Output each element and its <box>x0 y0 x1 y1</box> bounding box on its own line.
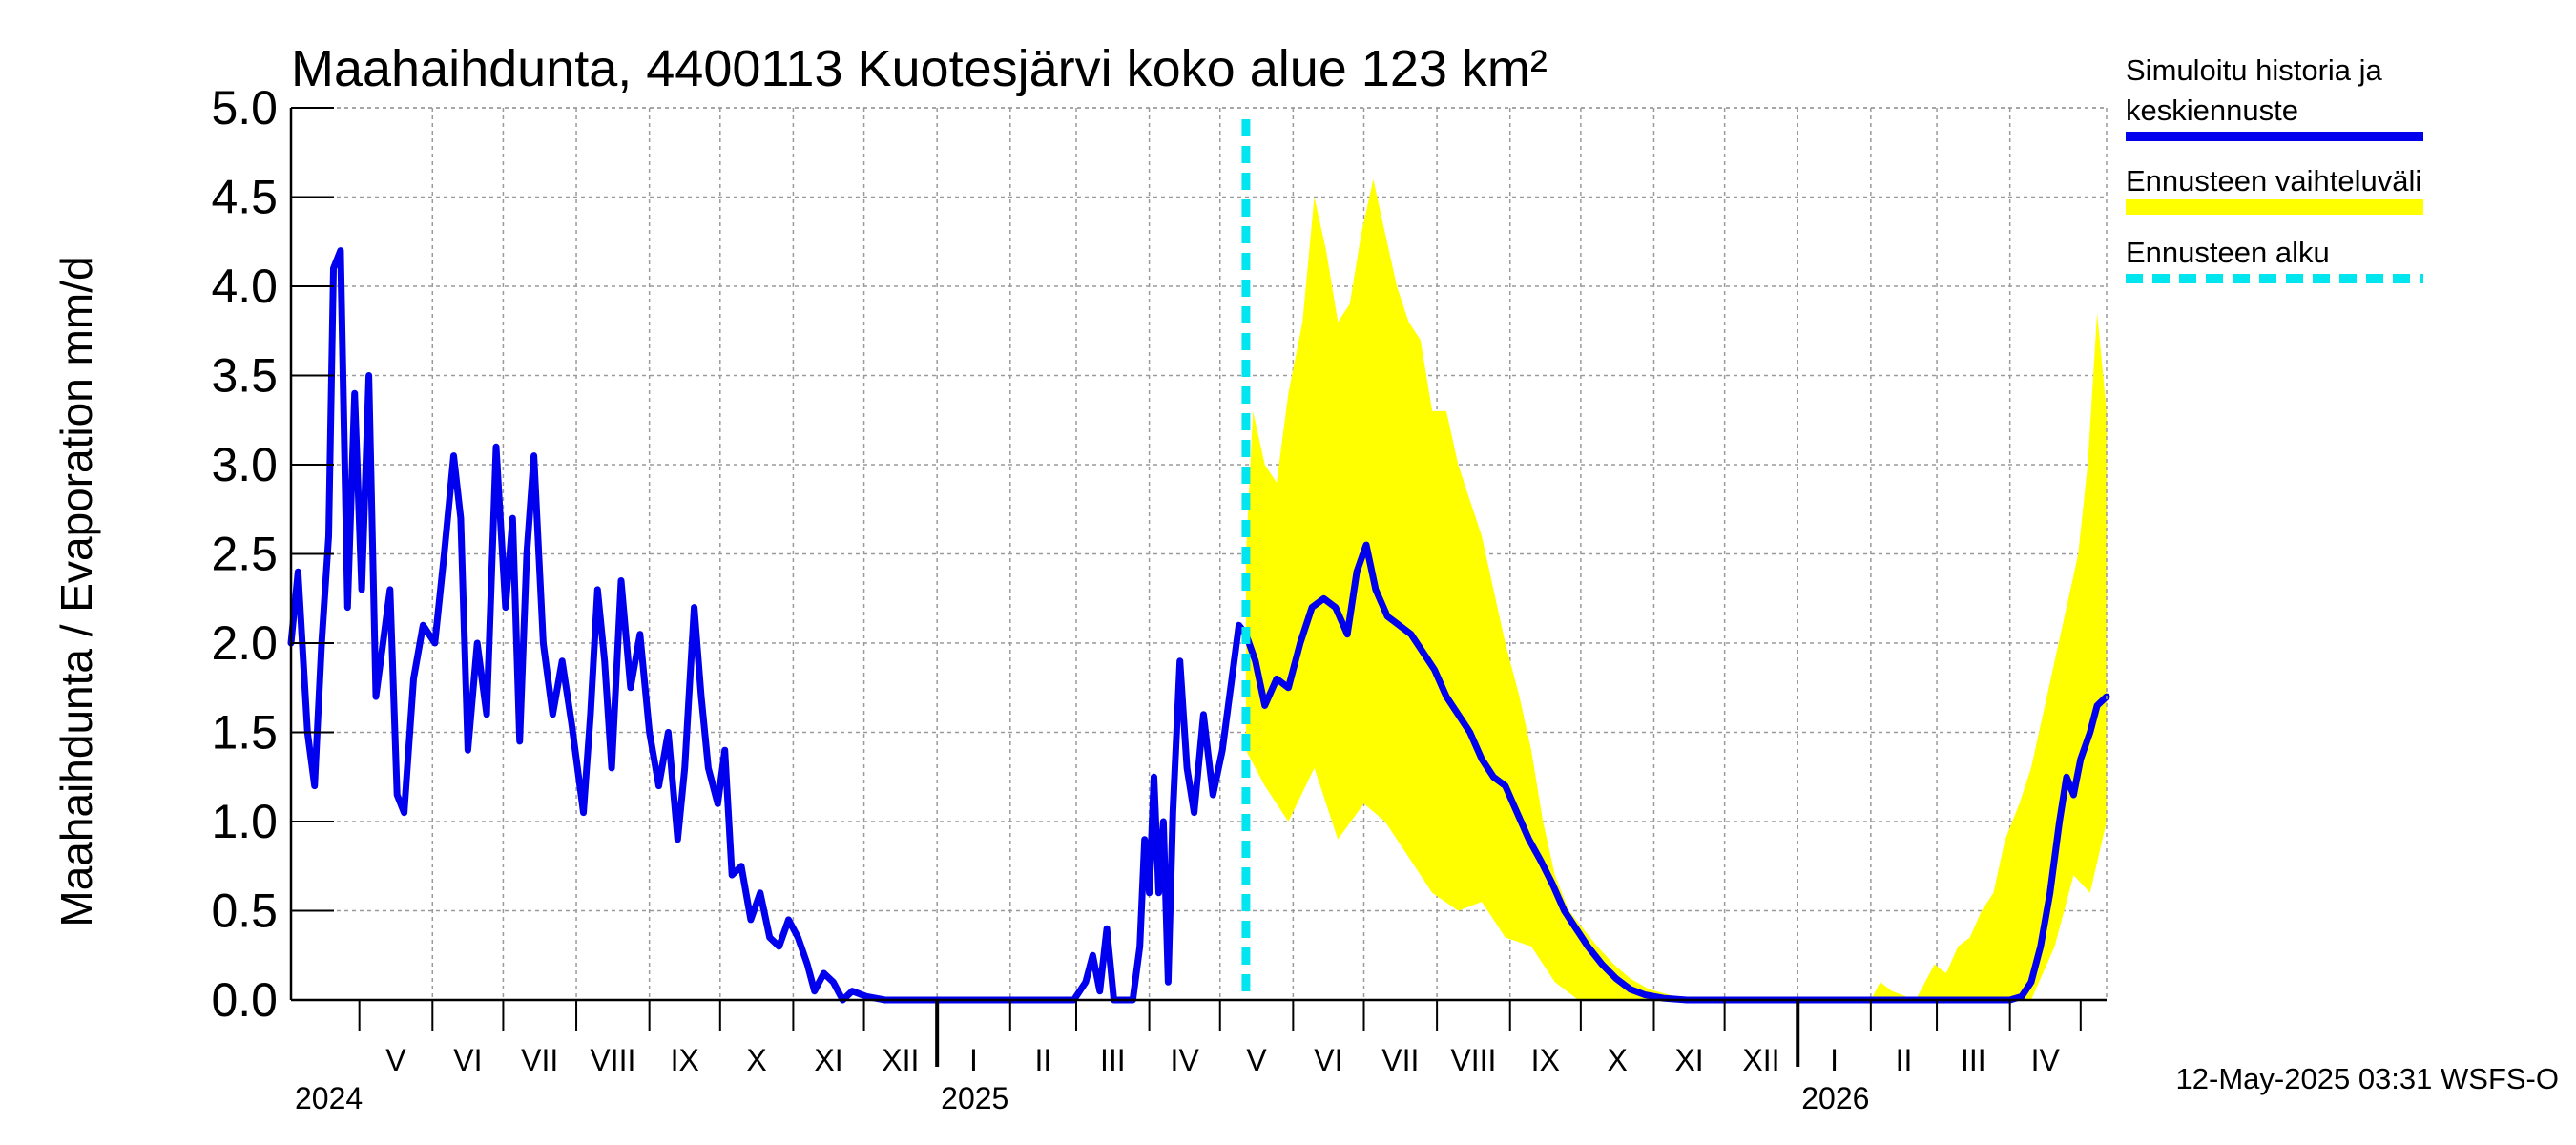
y-tick-label: 3.0 <box>211 438 278 491</box>
y-tick-label: 0.0 <box>211 973 278 1027</box>
y-tick-label: 4.0 <box>211 260 278 313</box>
y-tick-label: 2.0 <box>211 616 278 670</box>
month-label: V <box>1246 1043 1267 1077</box>
y-axis-ticks: 0.0 0.5 1.0 1.5 2.0 2.5 3.0 3.5 4.0 4.5 5.0 <box>211 81 334 1027</box>
month-label: II <box>1896 1043 1913 1077</box>
month-label: I <box>1830 1043 1839 1077</box>
forecast-range-area <box>1245 178 2107 1001</box>
month-label: IX <box>671 1043 699 1077</box>
month-label: III <box>1100 1043 1126 1077</box>
x-axis: V VI VII VIII IX X XI XII I II III IV V VI VII VIII IX X X… <box>295 1000 2082 1115</box>
legend: Simuloitu historia ja keskiennuste Ennus… <box>2126 53 2423 283</box>
month-label: IX <box>1531 1043 1560 1077</box>
y-axis-label: Maahaihdunta / Evaporation mm/d <box>52 256 101 926</box>
y-tick-label: 2.5 <box>211 528 278 581</box>
month-label: XII <box>1742 1043 1779 1077</box>
year-label: 2025 <box>941 1081 1008 1115</box>
month-label: VII <box>521 1043 558 1077</box>
y-tick-label: 0.5 <box>211 885 278 938</box>
month-label: VIII <box>590 1043 635 1077</box>
timestamp-footer: 12-May-2025 03:31 WSFS-O <box>2176 1062 2559 1095</box>
y-tick-label: 3.5 <box>211 349 278 403</box>
month-label: X <box>746 1043 766 1077</box>
legend-start-label: Ennusteen alku <box>2126 236 2330 269</box>
month-label: XI <box>1674 1043 1703 1077</box>
year-label: 2026 <box>1801 1081 1869 1115</box>
month-label: IV <box>2031 1043 2061 1077</box>
y-tick-label: 4.5 <box>211 171 278 224</box>
month-label: VII <box>1381 1043 1419 1077</box>
y-tick-label: 1.5 <box>211 706 278 760</box>
month-label: I <box>969 1043 978 1077</box>
month-label: XII <box>882 1043 919 1077</box>
month-label: IV <box>1171 1043 1200 1077</box>
month-label: X <box>1608 1043 1628 1077</box>
legend-history-label-line2: keskiennuste <box>2126 94 2298 127</box>
month-label: II <box>1034 1043 1051 1077</box>
month-label: XI <box>814 1043 842 1077</box>
y-tick-label: 5.0 <box>211 81 278 135</box>
month-label: VI <box>453 1043 482 1077</box>
chart-title: Maahaihdunta, 4400113 Kuotesjärvi koko a… <box>291 40 1548 97</box>
legend-history-label-line1: Simuloitu historia ja <box>2126 53 2383 87</box>
year-label: 2024 <box>295 1081 363 1115</box>
month-label: VIII <box>1450 1043 1496 1077</box>
month-label: VI <box>1314 1043 1342 1077</box>
month-label: V <box>385 1043 406 1077</box>
grid <box>291 107 2107 1001</box>
forecast-range-band <box>1245 178 2107 1001</box>
y-tick-label: 1.0 <box>211 795 278 848</box>
month-label: III <box>1961 1043 1986 1077</box>
legend-range-label: Ennusteen vaihteluväli <box>2126 164 2421 198</box>
